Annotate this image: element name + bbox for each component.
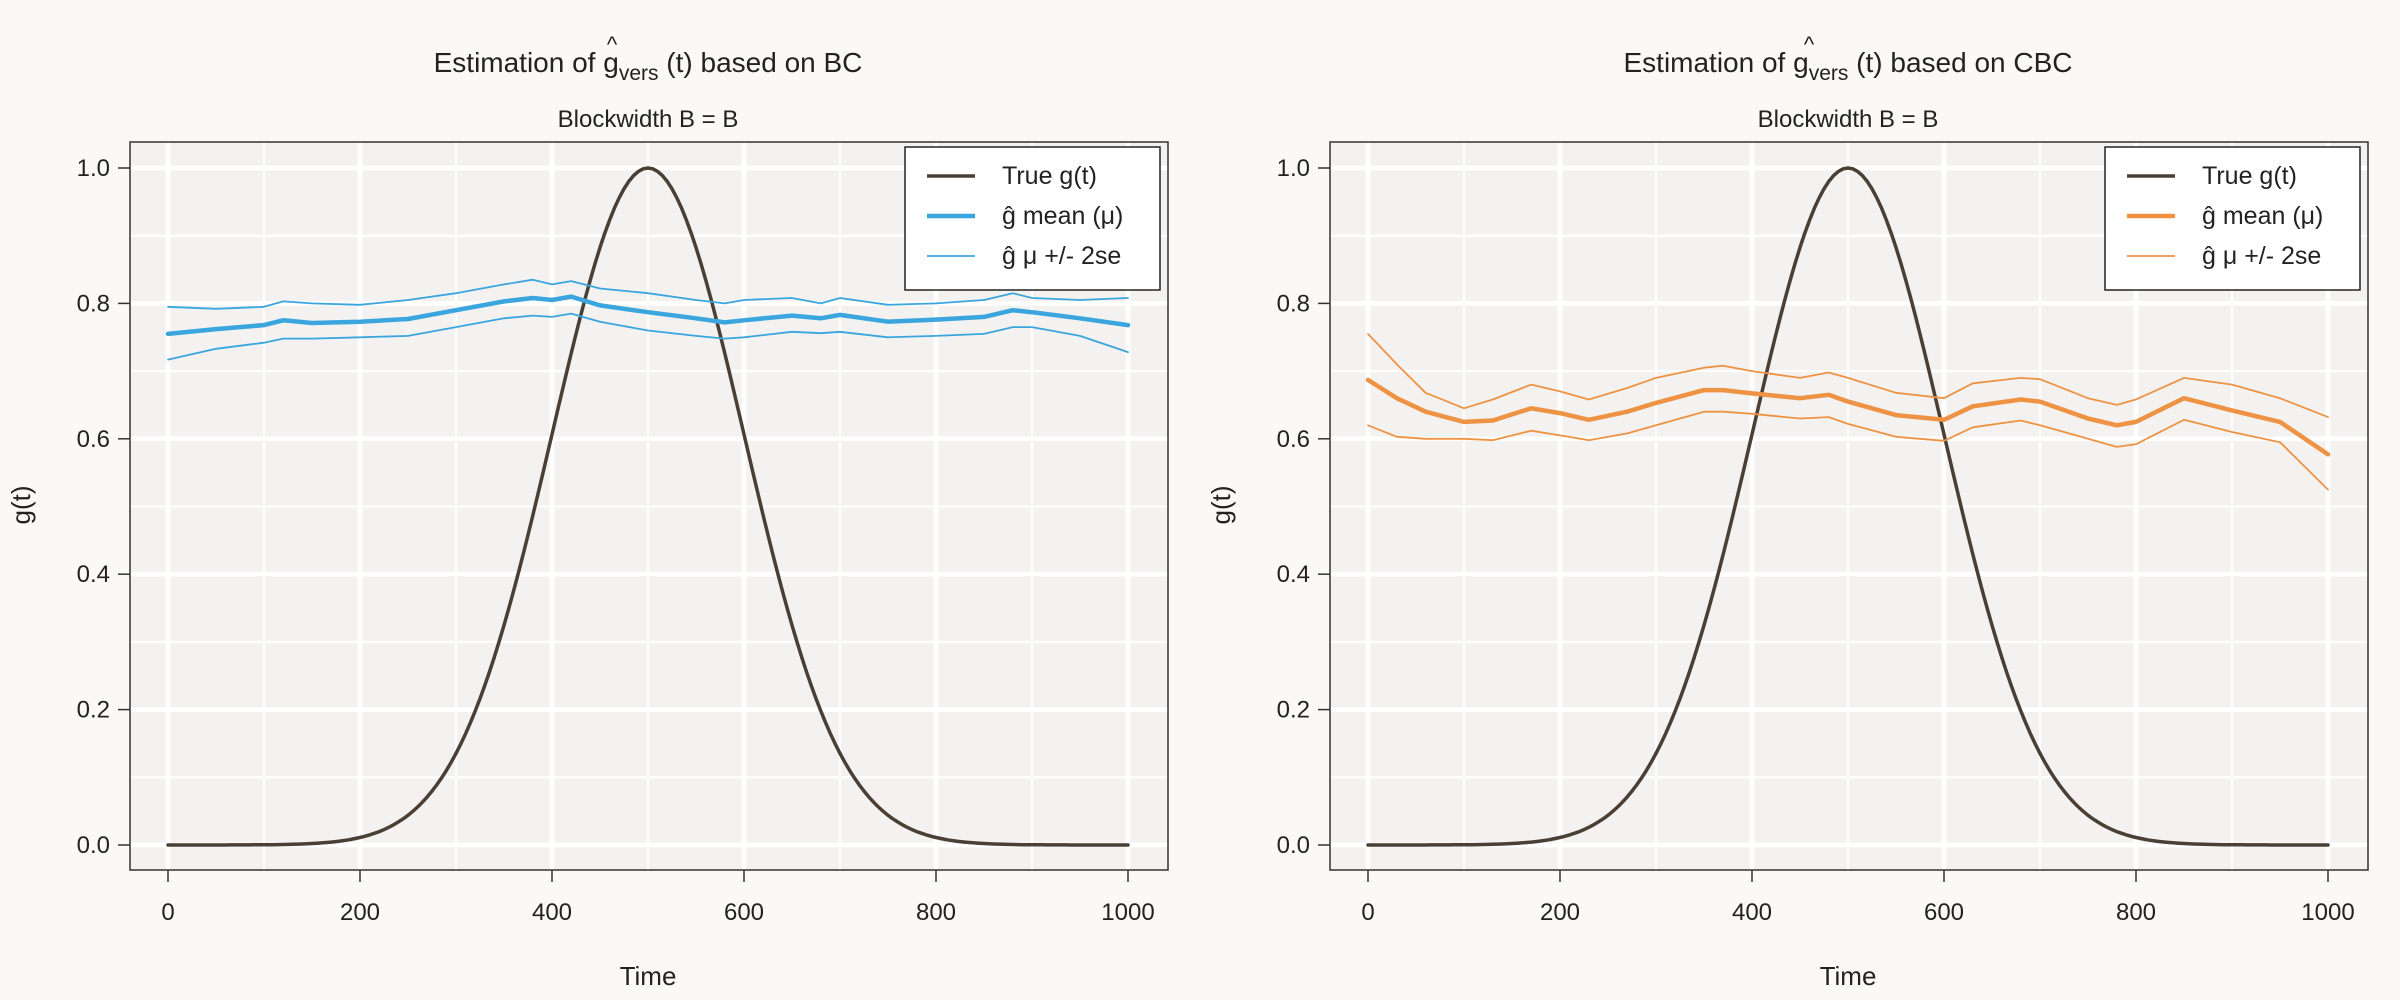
y-axis-label: g(t) [6, 486, 36, 525]
series-true-line [166, 166, 1130, 847]
chart-title-subscript: vers [619, 62, 659, 85]
y-tick-label: 0.0 [77, 832, 110, 859]
chart-title-hat: ^ [607, 32, 618, 57]
y-tick-label: 0.0 [1277, 832, 1310, 859]
series-band-line [1367, 410, 2329, 491]
legend-label: True g(t) [2202, 162, 2297, 190]
chart-title: Estimation of gvers (t) based on BC [434, 47, 863, 85]
legend-label: ĝ mean (μ) [1002, 202, 1123, 230]
legend-label: True g(t) [1002, 162, 1097, 190]
x-tick-label: 600 [1924, 899, 1964, 926]
legend: True g(t) ĝ mean (μ) ĝ μ +/- 2se [2104, 146, 2361, 291]
grid [1330, 142, 2368, 870]
y-tick-label: 1.0 [1277, 155, 1310, 182]
series-band-line [167, 312, 1129, 361]
y-tick-label: 0.6 [1277, 426, 1310, 453]
chart-title-prefix: Estimation of [434, 47, 604, 78]
chart-subtitle: Blockwidth B = B [558, 106, 739, 133]
y-tick-label: 0.4 [1277, 561, 1310, 588]
x-tick-label: 800 [916, 899, 956, 926]
y-tick-label: 0.2 [77, 697, 110, 724]
legend-box [2104, 146, 2361, 291]
x-tick-label: 400 [532, 899, 572, 926]
x-tick-label: 400 [1732, 899, 1772, 926]
x-tick-label: 800 [2116, 899, 2156, 926]
chart-panel-1: 0 200 400 600 800 1000 0.0 0.2 0.4 0.6 0.8 1.0 Time g… [6, 32, 1169, 991]
y-tick-label: 0.2 [1277, 697, 1310, 724]
chart-title-symbol: g [1793, 47, 1809, 78]
series-true-line [1366, 166, 2330, 847]
x-tick-label: 600 [724, 899, 764, 926]
x-tick-label: 0 [161, 899, 174, 926]
legend-label: ĝ μ +/- 2se [2202, 242, 2321, 270]
chart-title-suffix: (t) based on CBC [1848, 47, 2072, 78]
x-tick-label: 1000 [1101, 899, 1154, 926]
chart-title-symbol: g [603, 47, 619, 78]
chart-title-subscript: vers [1809, 62, 1849, 85]
x-tick-label: 200 [340, 899, 380, 926]
x-tick-label: 200 [1540, 899, 1580, 926]
chart-subtitle: Blockwidth B = B [1758, 106, 1939, 133]
legend-label: ĝ μ +/- 2se [1002, 242, 1121, 270]
chart-title-suffix: (t) based on BC [659, 47, 863, 78]
x-axis-label: Time [620, 961, 677, 991]
legend-label: ĝ mean (μ) [2202, 202, 2323, 230]
series-mean-line [1365, 377, 2331, 457]
legend: True g(t) ĝ mean (μ) ĝ μ +/- 2se [904, 146, 1161, 291]
chart-panel-2: 0 200 400 600 800 1000 0.0 0.2 0.4 0.6 0.8 1.0 Time g… [1206, 32, 2369, 991]
chart-title: Estimation of gvers (t) based on CBC [1623, 47, 2072, 85]
y-tick-label: 0.4 [77, 561, 110, 588]
y-tick-label: 0.6 [77, 426, 110, 453]
y-tick-label: 1.0 [77, 155, 110, 182]
chart-title-prefix: Estimation of [1623, 47, 1793, 78]
legend-box [904, 146, 1161, 291]
plot-frame [129, 141, 1169, 871]
y-tick-label: 0.8 [1277, 290, 1310, 317]
series-band-line [167, 278, 1129, 310]
series-band-line [1367, 333, 2329, 418]
plot-frame [1329, 141, 2369, 871]
x-tick-label: 0 [1361, 899, 1374, 926]
y-tick-label: 0.8 [77, 290, 110, 317]
series-mean-line [165, 294, 1131, 337]
x-axis-label: Time [1820, 961, 1877, 991]
x-tick-label: 1000 [2301, 899, 2354, 926]
chart-title-hat: ^ [1804, 32, 1815, 57]
y-axis-label: g(t) [1206, 486, 1236, 525]
